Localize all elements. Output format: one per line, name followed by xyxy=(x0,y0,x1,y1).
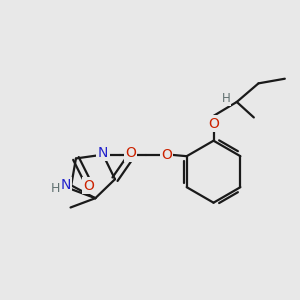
Text: O: O xyxy=(208,117,219,131)
Text: H: H xyxy=(50,182,60,195)
Text: N: N xyxy=(60,178,71,192)
Text: H: H xyxy=(222,92,230,105)
Text: O: O xyxy=(125,146,136,161)
Text: O: O xyxy=(161,148,172,162)
Text: O: O xyxy=(83,179,94,193)
Text: N: N xyxy=(98,146,108,160)
